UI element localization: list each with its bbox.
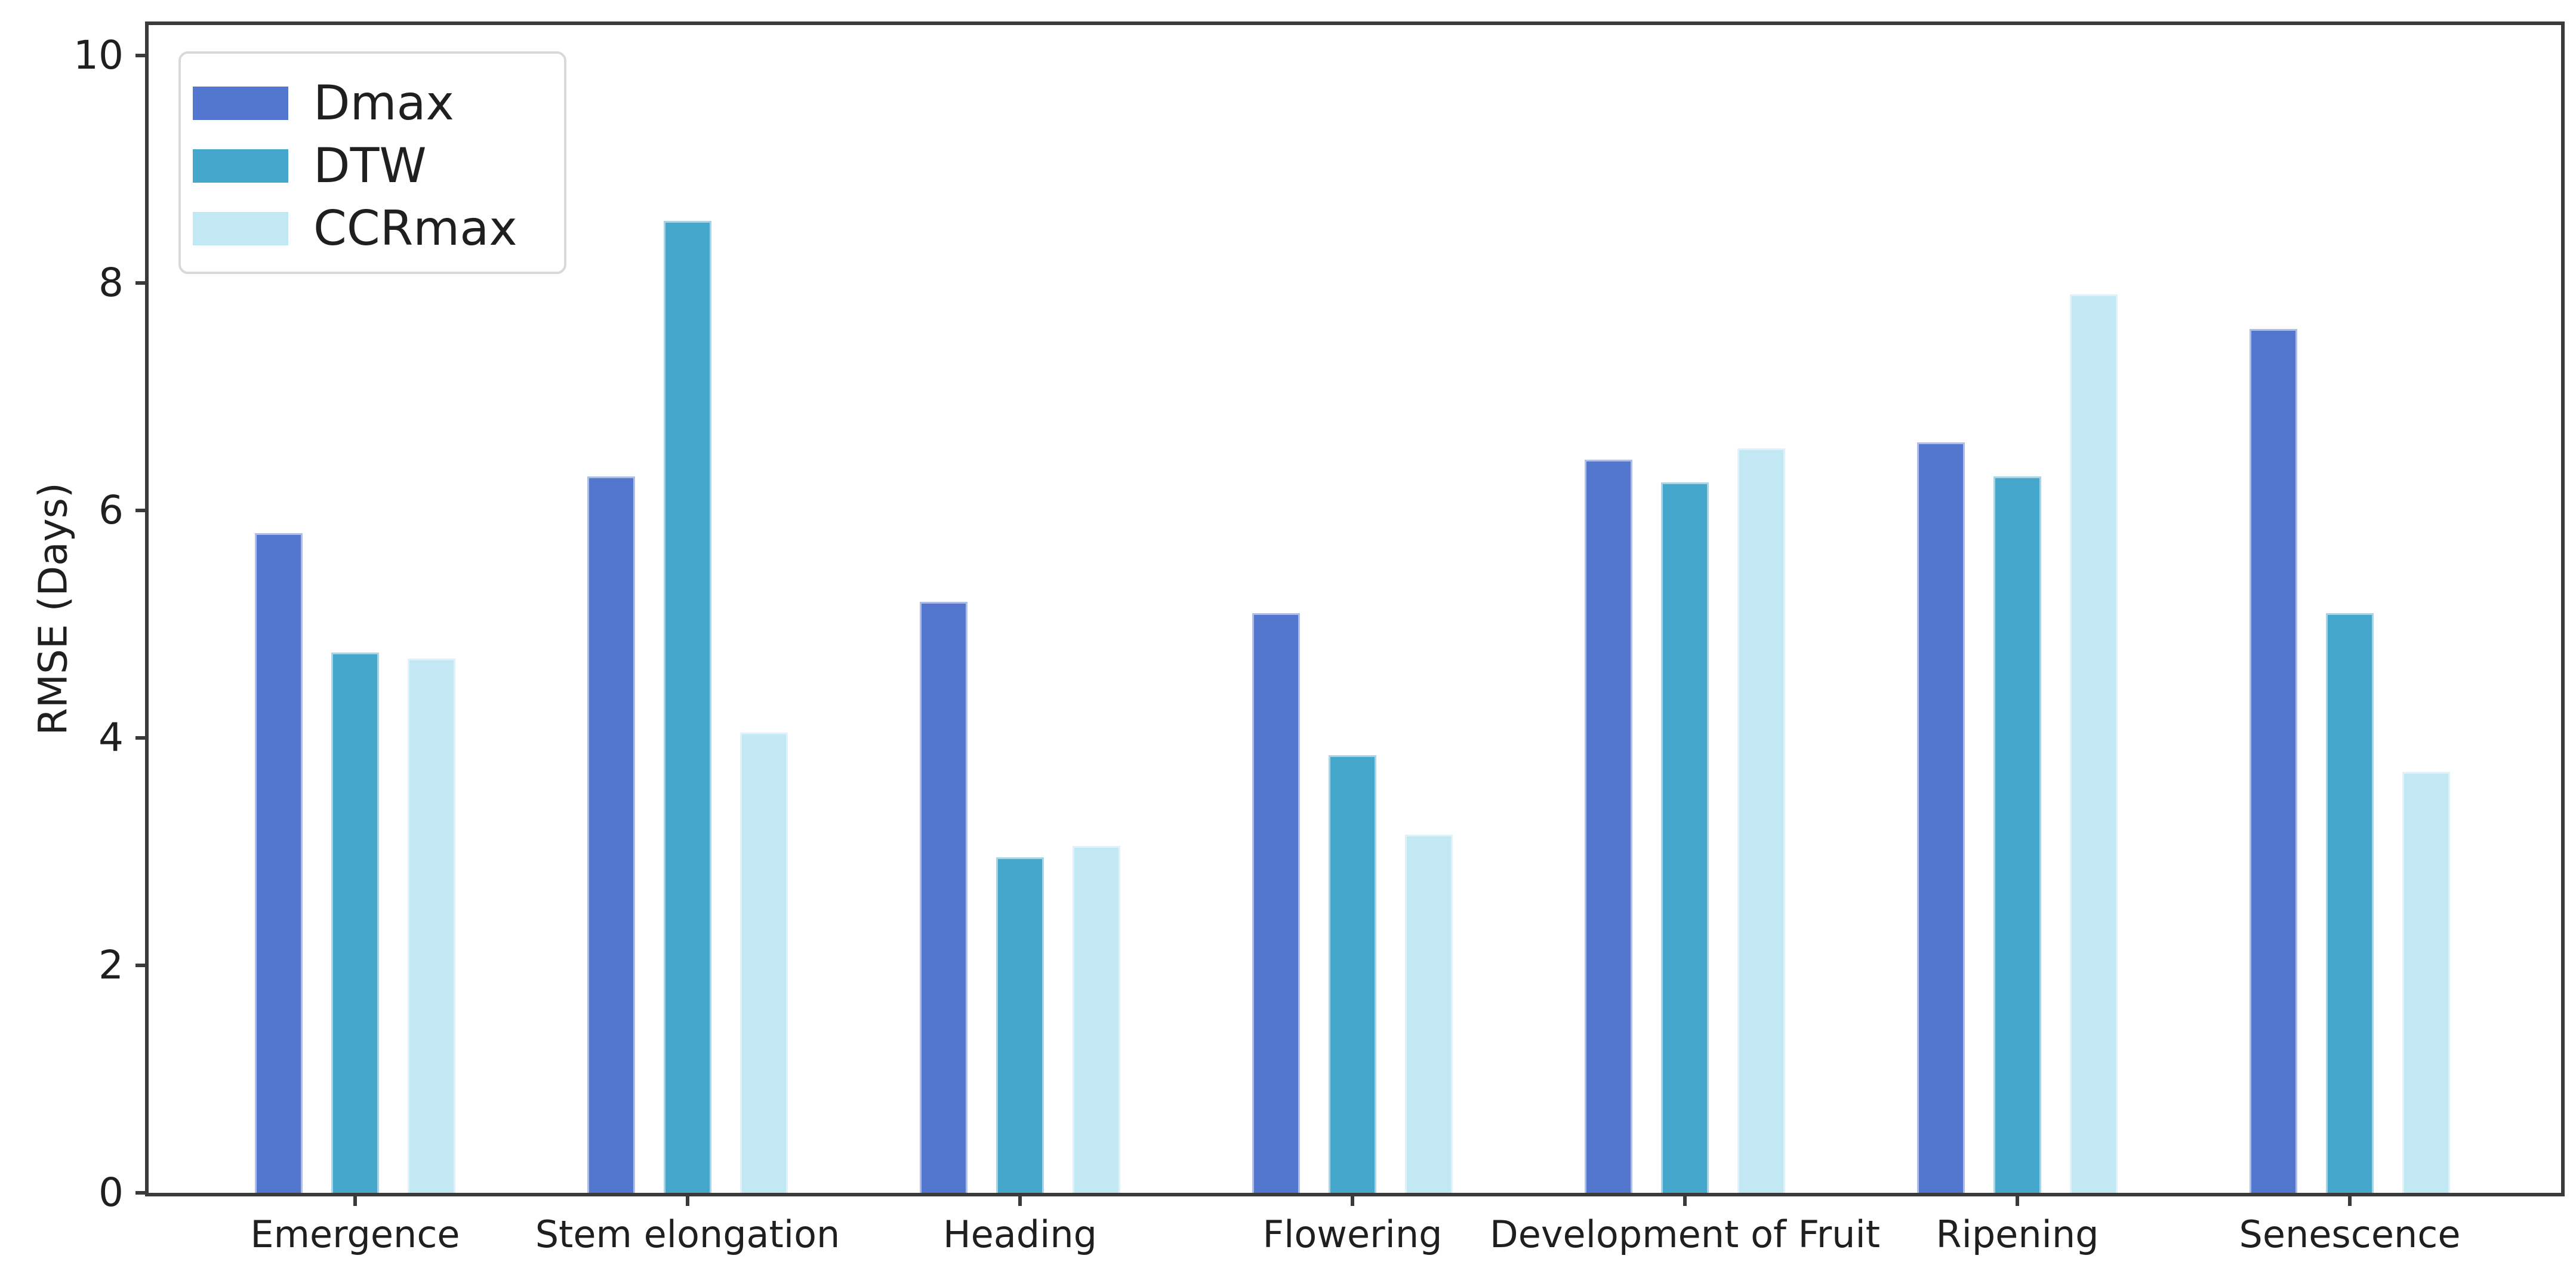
- y-tick-mark-10: [135, 54, 149, 58]
- x-tick-mark-ripening: [2016, 1193, 2019, 1206]
- bar-ccrmax-senescence: [2402, 772, 2450, 1193]
- bar-dmax-emergence: [255, 533, 303, 1193]
- x-category-label-ripening: Ripening: [1936, 1213, 2099, 1256]
- bar-dmax-senescence: [2250, 329, 2297, 1193]
- bar-dtw-senescence: [2326, 613, 2374, 1193]
- bar-dtw-stem-elongation: [664, 221, 711, 1193]
- bar-dmax-heading: [920, 602, 967, 1193]
- y-tick-mark-2: [135, 964, 149, 968]
- x-category-label-heading: Heading: [943, 1213, 1097, 1256]
- bar-ccrmax-stem-elongation: [740, 733, 788, 1193]
- y-axis-label: RMSE (Days): [30, 482, 76, 736]
- bar-dmax-ripening: [1917, 442, 1965, 1193]
- x-tick-mark-emergence: [353, 1193, 357, 1206]
- x-tick-mark-flowering: [1351, 1193, 1354, 1206]
- y-tick-label-8: 8: [98, 260, 124, 306]
- legend-swatch-ccrmax: [193, 211, 288, 245]
- y-tick-mark-0: [135, 1191, 149, 1195]
- y-tick-label-2: 2: [98, 942, 124, 989]
- legend-swatch-dmax: [193, 86, 288, 120]
- bar-dmax-stem-elongation: [587, 476, 635, 1193]
- legend-label-ccrmax: CCRmax: [313, 200, 517, 256]
- bar-ccrmax-ripening: [2070, 294, 2118, 1193]
- bar-dmax-development-of-fruit: [1585, 460, 1632, 1193]
- x-tick-mark-heading: [1018, 1193, 1022, 1206]
- bar-dmax-flowering: [1252, 613, 1300, 1193]
- bar-ccrmax-heading: [1073, 846, 1120, 1193]
- y-tick-mark-8: [135, 281, 149, 285]
- x-tick-mark-stem-elongation: [686, 1193, 689, 1206]
- y-tick-label-6: 6: [98, 487, 124, 534]
- x-tick-mark-senescence: [2348, 1193, 2352, 1206]
- x-category-label-senescence: Senescence: [2239, 1213, 2461, 1256]
- bar-dtw-flowering: [1329, 755, 1376, 1193]
- plot-area: Dmax DTW CCRmax 0 2 4 6 8 10 Emergence Stem elong…: [73, 21, 2565, 1255]
- y-tick-label-10: 10: [73, 32, 124, 79]
- x-category-label-emergence: Emergence: [250, 1213, 460, 1256]
- y-tick-label-4: 4: [98, 715, 124, 761]
- bar-dtw-ripening: [1993, 476, 2041, 1193]
- legend-item-dmax: Dmax: [193, 72, 564, 134]
- bar-ccrmax-development-of-fruit: [1737, 448, 1785, 1193]
- bar-dtw-heading: [996, 857, 1044, 1193]
- y-tick-mark-4: [135, 736, 149, 740]
- legend-swatch-dtw: [193, 149, 288, 183]
- x-category-label-flowering: Flowering: [1262, 1213, 1443, 1256]
- y-tick-label-0: 0: [98, 1170, 124, 1216]
- bar-dtw-emergence: [331, 653, 379, 1193]
- legend-label-dtw: DTW: [313, 137, 427, 193]
- x-category-label-stem-elongation: Stem elongation: [535, 1213, 840, 1256]
- bar-ccrmax-emergence: [408, 658, 455, 1193]
- x-tick-mark-development-of-fruit: [1683, 1193, 1687, 1206]
- y-tick-mark-6: [135, 509, 149, 513]
- bar-ccrmax-flowering: [1405, 835, 1453, 1193]
- legend-item-dtw: DTW: [193, 134, 564, 197]
- legend-item-ccrmax: CCRmax: [193, 197, 564, 260]
- x-category-label-development-of-fruit: Development of Fruit: [1489, 1213, 1881, 1256]
- legend: Dmax DTW CCRmax: [178, 51, 566, 274]
- legend-label-dmax: Dmax: [313, 75, 454, 131]
- bar-dtw-development-of-fruit: [1661, 482, 1709, 1193]
